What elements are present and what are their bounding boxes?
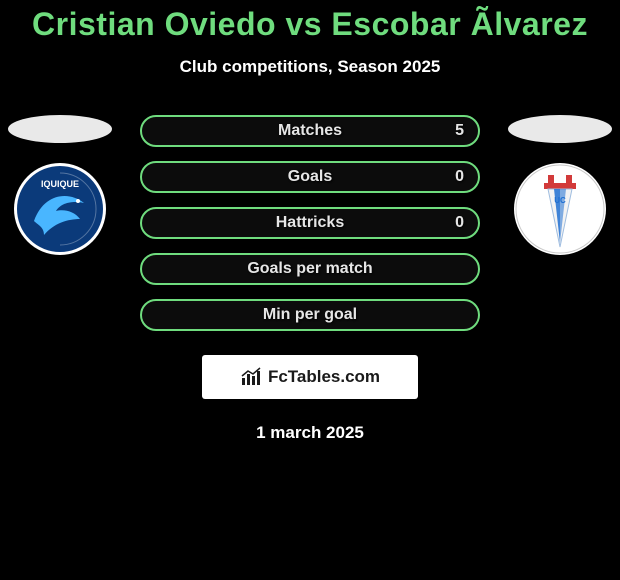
stat-row-hattricks: Hattricks 0 bbox=[140, 207, 480, 239]
brand-box: FcTables.com bbox=[202, 355, 418, 399]
player-left-column: IQUIQUE bbox=[0, 115, 120, 255]
stat-label-matches: Matches bbox=[278, 122, 342, 140]
root: Cristian Oviedo vs Escobar Ãlvarez Club … bbox=[0, 0, 620, 443]
uc-badge-icon: UC bbox=[514, 163, 606, 255]
stats-panel: Matches 5 Goals 0 Hattricks 0 Goals per … bbox=[140, 115, 480, 331]
club-badge-left: IQUIQUE bbox=[14, 163, 106, 255]
player-left-avatar-placeholder bbox=[8, 115, 112, 143]
page-subtitle: Club competitions, Season 2025 bbox=[0, 57, 620, 77]
iquique-badge-label: IQUIQUE bbox=[41, 179, 79, 189]
footer-date: 1 march 2025 bbox=[0, 423, 620, 443]
stat-row-min-per-goal: Min per goal bbox=[140, 299, 480, 331]
stat-label-goals: Goals bbox=[288, 168, 332, 186]
comparison-body: IQUIQUE UC bbox=[0, 115, 620, 331]
stat-label-gpm: Goals per match bbox=[247, 260, 372, 278]
player-right-column: UC bbox=[500, 115, 620, 255]
club-badge-right: UC bbox=[514, 163, 606, 255]
stat-label-mpg: Min per goal bbox=[263, 306, 357, 324]
stat-row-matches: Matches 5 bbox=[140, 115, 480, 147]
uc-badge-label: UC bbox=[554, 196, 566, 205]
stat-row-goals-per-match: Goals per match bbox=[140, 253, 480, 285]
stat-value-right-goals: 0 bbox=[455, 168, 464, 186]
page-title: Cristian Oviedo vs Escobar Ãlvarez bbox=[0, 6, 620, 43]
iquique-badge-icon: IQUIQUE bbox=[14, 163, 106, 255]
brand-text: FcTables.com bbox=[268, 367, 380, 387]
bar-chart-icon bbox=[240, 366, 262, 388]
stat-value-right-hattricks: 0 bbox=[455, 214, 464, 232]
stat-row-goals: Goals 0 bbox=[140, 161, 480, 193]
player-right-avatar-placeholder bbox=[508, 115, 612, 143]
stat-value-right-matches: 5 bbox=[455, 122, 464, 140]
stat-label-hattricks: Hattricks bbox=[276, 214, 344, 232]
